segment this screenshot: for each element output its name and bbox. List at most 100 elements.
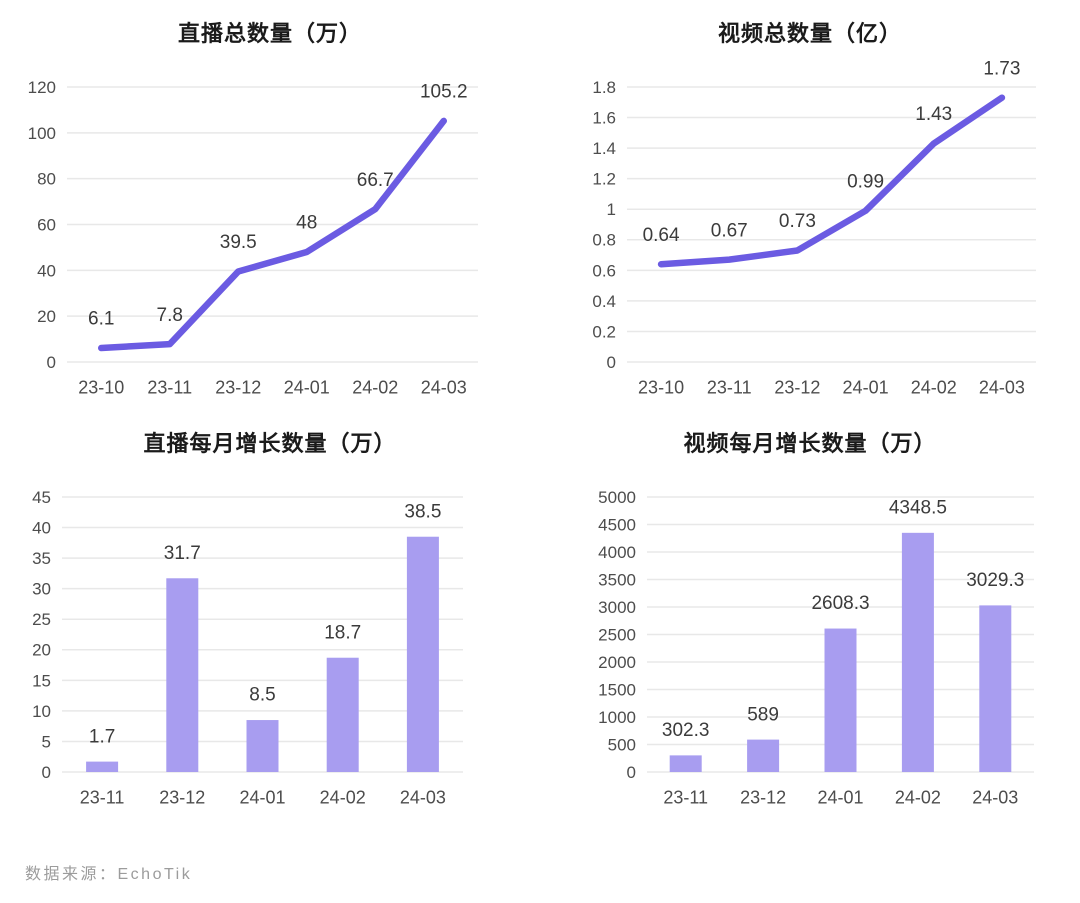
y-tick-label: 0.4 <box>592 292 616 311</box>
x-tick-label: 23-12 <box>740 787 786 807</box>
x-tick-label: 24-03 <box>979 377 1025 397</box>
y-tick-label: 80 <box>37 170 56 189</box>
x-tick-label: 23-10 <box>78 377 124 397</box>
bar-value-label: 3029.3 <box>966 570 1024 591</box>
chart-cell-live-monthly-growth: 直播每月增长数量（万） 0 5 10 15 20 25 30 35 40 45 23-11 23-12… <box>0 410 540 820</box>
video-total-line-chart: 0 0.2 0.4 0.6 0.8 1 1.2 1.4 1.6 1.8 23-10 23-11 23-1… <box>592 58 1036 397</box>
y-tick-label: 1.8 <box>592 78 616 97</box>
y-tick-label: 15 <box>32 671 51 690</box>
y-tick-label: 45 <box>32 488 51 507</box>
chart-cell-live-total: 直播总数量（万） 0 20 40 60 80 100 120 23-10 23-11 23-12 2… <box>0 0 540 410</box>
bar-value-label: 31.7 <box>164 543 201 564</box>
bar-value-label: 18.7 <box>324 622 361 643</box>
bar <box>326 657 359 772</box>
x-tick-label: 24-02 <box>895 787 941 807</box>
x-tick-label: 24-01 <box>817 787 863 807</box>
chart-title-video-monthly-growth: 视频每月增长数量（万） <box>683 431 937 456</box>
y-tick-label: 5000 <box>598 488 636 507</box>
x-tick-label: 23-12 <box>215 377 261 397</box>
x-tick-label: 24-03 <box>972 787 1018 807</box>
data-point-label: 0.99 <box>847 171 884 192</box>
y-tick-label: 0.8 <box>592 231 616 250</box>
y-tick-label: 0 <box>607 353 616 372</box>
bar <box>406 536 439 772</box>
y-tick-label: 1.4 <box>592 139 616 158</box>
y-tick-label: 500 <box>608 735 636 754</box>
y-tick-label: 2000 <box>598 653 636 672</box>
chart-title-live-monthly-growth: 直播每月增长数量（万） <box>143 431 397 456</box>
bar-value-label: 2608.3 <box>811 593 869 614</box>
y-tick-label: 3000 <box>598 598 636 617</box>
y-tick-label: 1.6 <box>592 109 616 128</box>
bar-value-label: 1.7 <box>89 726 115 747</box>
y-tick-label: 0 <box>627 763 636 782</box>
bar-value-label: 302.3 <box>662 720 710 741</box>
bar <box>246 720 279 772</box>
y-tick-label: 1500 <box>598 680 636 699</box>
bar-value-label: 589 <box>747 704 779 725</box>
x-tick-label: 24-01 <box>843 377 889 397</box>
y-tick-label: 20 <box>32 641 51 660</box>
video-monthly-growth-bar-chart: 0 500 1000 1500 2000 2500 3000 3500 4000 4500 5000… <box>598 488 1034 807</box>
x-tick-label: 23-11 <box>147 377 192 397</box>
y-tick-label: 4500 <box>598 515 636 534</box>
bar <box>166 578 199 772</box>
x-tick-label: 24-01 <box>239 787 285 807</box>
live-monthly-growth-bar-chart: 0 5 10 15 20 25 30 35 40 45 23-11 23-12 24-01 24-02 24… <box>32 488 463 807</box>
x-tick-label: 24-02 <box>320 787 366 807</box>
bar <box>747 739 780 772</box>
x-tick-label: 24-03 <box>400 787 446 807</box>
data-point-label: 1.73 <box>983 58 1020 79</box>
bar-value-label: 38.5 <box>404 501 441 522</box>
data-point-label: 0.73 <box>779 211 816 232</box>
y-tick-label: 5 <box>42 732 51 751</box>
y-tick-label: 2500 <box>598 625 636 644</box>
bar-value-label: 8.5 <box>249 685 275 706</box>
bar <box>901 532 934 772</box>
bar <box>669 755 702 772</box>
y-tick-label: 0 <box>47 353 56 372</box>
chart-title-video-total: 视频总数量（亿） <box>717 21 902 46</box>
charts-grid: 直播总数量（万） 0 20 40 60 80 100 120 23-10 23-11 23-12 2… <box>0 0 1080 820</box>
y-tick-label: 1000 <box>598 708 636 727</box>
chart-cell-video-total: 视频总数量（亿） 0 0.2 0.4 0.6 0.8 1 1.2 1.4 1.6 1.8 23-10… <box>540 0 1080 410</box>
x-tick-label: 23-10 <box>638 377 684 397</box>
y-tick-label: 10 <box>32 702 51 721</box>
x-tick-label: 23-12 <box>774 377 820 397</box>
x-tick-label: 23-11 <box>663 787 708 807</box>
y-tick-label: 40 <box>32 519 51 538</box>
data-point-label: 7.8 <box>157 305 183 326</box>
x-tick-label: 23-12 <box>159 787 205 807</box>
y-tick-label: 60 <box>37 215 56 234</box>
chart-title-live-total: 直播总数量（万） <box>177 21 362 46</box>
y-tick-label: 4000 <box>598 543 636 562</box>
live-total-line-chart: 0 20 40 60 80 100 120 23-10 23-11 23-12 24-01 24-02… <box>28 78 478 397</box>
chart-cell-video-monthly-growth: 视频每月增长数量（万） 0 500 1000 1500 2000 2500 3000 3500… <box>540 410 1080 820</box>
y-tick-label: 100 <box>28 124 56 143</box>
y-tick-label: 35 <box>32 549 51 568</box>
y-tick-label: 20 <box>37 307 56 326</box>
data-point-label: 0.64 <box>643 225 680 246</box>
x-tick-label: 23-11 <box>80 787 125 807</box>
y-tick-label: 0.6 <box>592 261 616 280</box>
x-tick-label: 24-02 <box>352 377 398 397</box>
bar <box>86 761 119 772</box>
bar <box>979 605 1012 772</box>
y-tick-label: 30 <box>32 580 51 599</box>
data-point-label: 48 <box>296 213 317 234</box>
x-tick-label: 24-02 <box>911 377 957 397</box>
data-line <box>98 117 447 352</box>
y-tick-label: 0.2 <box>592 322 616 341</box>
data-point-label: 1.43 <box>915 104 952 125</box>
bar-value-label: 4348.5 <box>889 497 947 518</box>
data-point-label: 66.7 <box>357 170 394 191</box>
y-tick-label: 3500 <box>598 570 636 589</box>
y-tick-label: 40 <box>37 261 56 280</box>
y-tick-label: 120 <box>28 78 56 97</box>
data-point-label: 0.67 <box>711 220 748 241</box>
data-source-note: 数据来源：EchoTik <box>25 866 193 883</box>
data-line <box>657 94 1006 268</box>
data-point-label: 105.2 <box>420 82 468 103</box>
x-tick-label: 24-03 <box>421 377 467 397</box>
